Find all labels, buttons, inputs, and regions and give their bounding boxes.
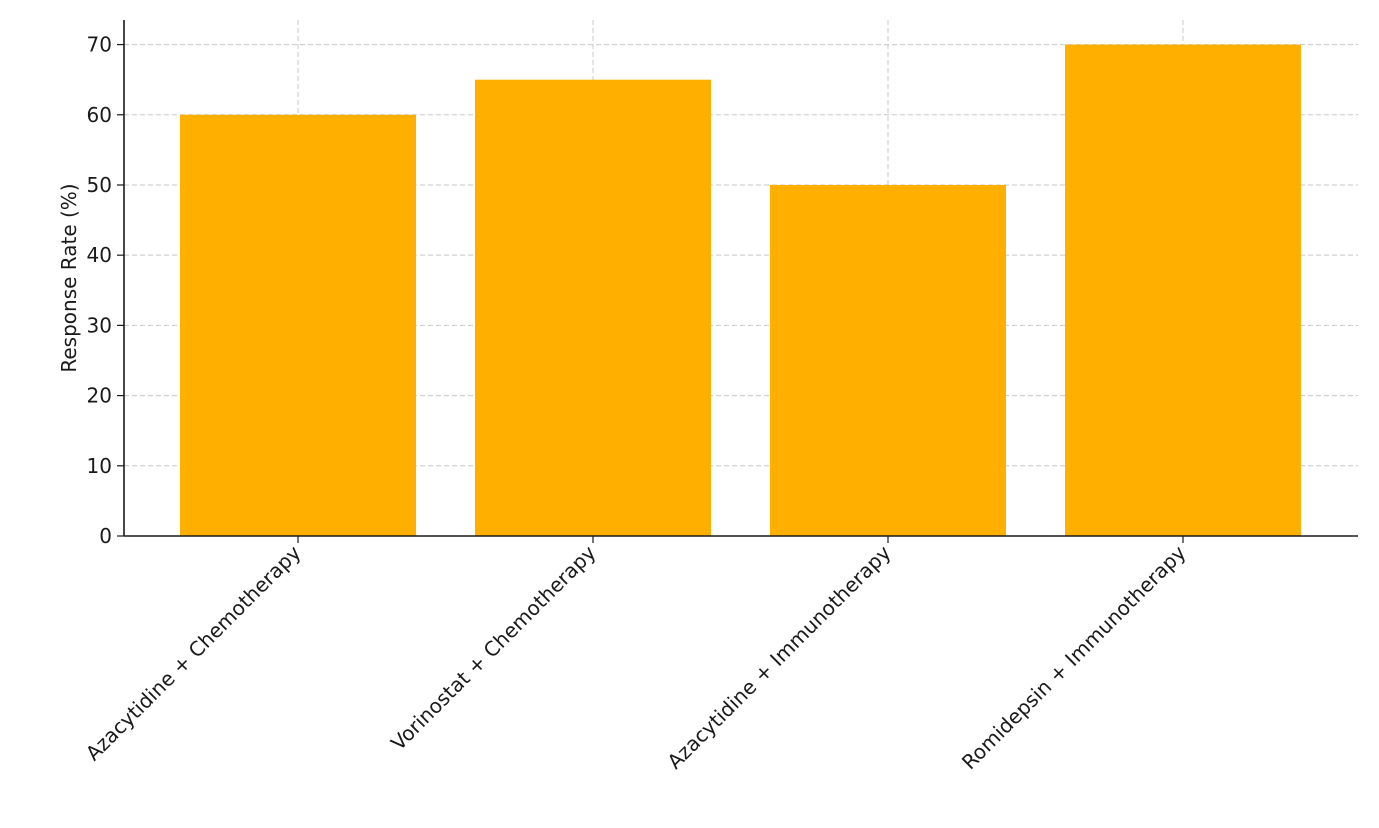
bar (770, 184, 1006, 536)
y-axis-label: Response Rate (%) (57, 183, 81, 372)
bar (1065, 44, 1301, 536)
bars (180, 44, 1301, 537)
axes (123, 20, 1358, 537)
x-tick-label: Azacytidine + Immunotherapy (662, 540, 895, 773)
y-tick-label: 40 (87, 243, 112, 267)
y-tick-label: 70 (87, 33, 112, 57)
y-tick-label: 60 (87, 103, 112, 127)
x-tick-labels: Azacytidine + Chemotherapy Vorinostat + C… (81, 536, 1191, 774)
y-tick-label: 50 (87, 173, 112, 197)
y-tick-label: 20 (87, 384, 112, 408)
y-tick-labels: 0 10 20 30 40 50 60 70 (87, 33, 124, 548)
bar (180, 114, 416, 536)
x-tick-label: Azacytidine + Chemotherapy (81, 540, 306, 765)
x-tick-label: Vorinostat + Chemotherapy (386, 540, 601, 755)
bar (475, 79, 711, 537)
x-tick-label: Romidepsin + Immunotherapy (957, 540, 1191, 774)
y-tick-label: 30 (87, 313, 112, 337)
y-tick-label: 0 (99, 524, 112, 548)
y-tick-label: 10 (87, 454, 112, 478)
